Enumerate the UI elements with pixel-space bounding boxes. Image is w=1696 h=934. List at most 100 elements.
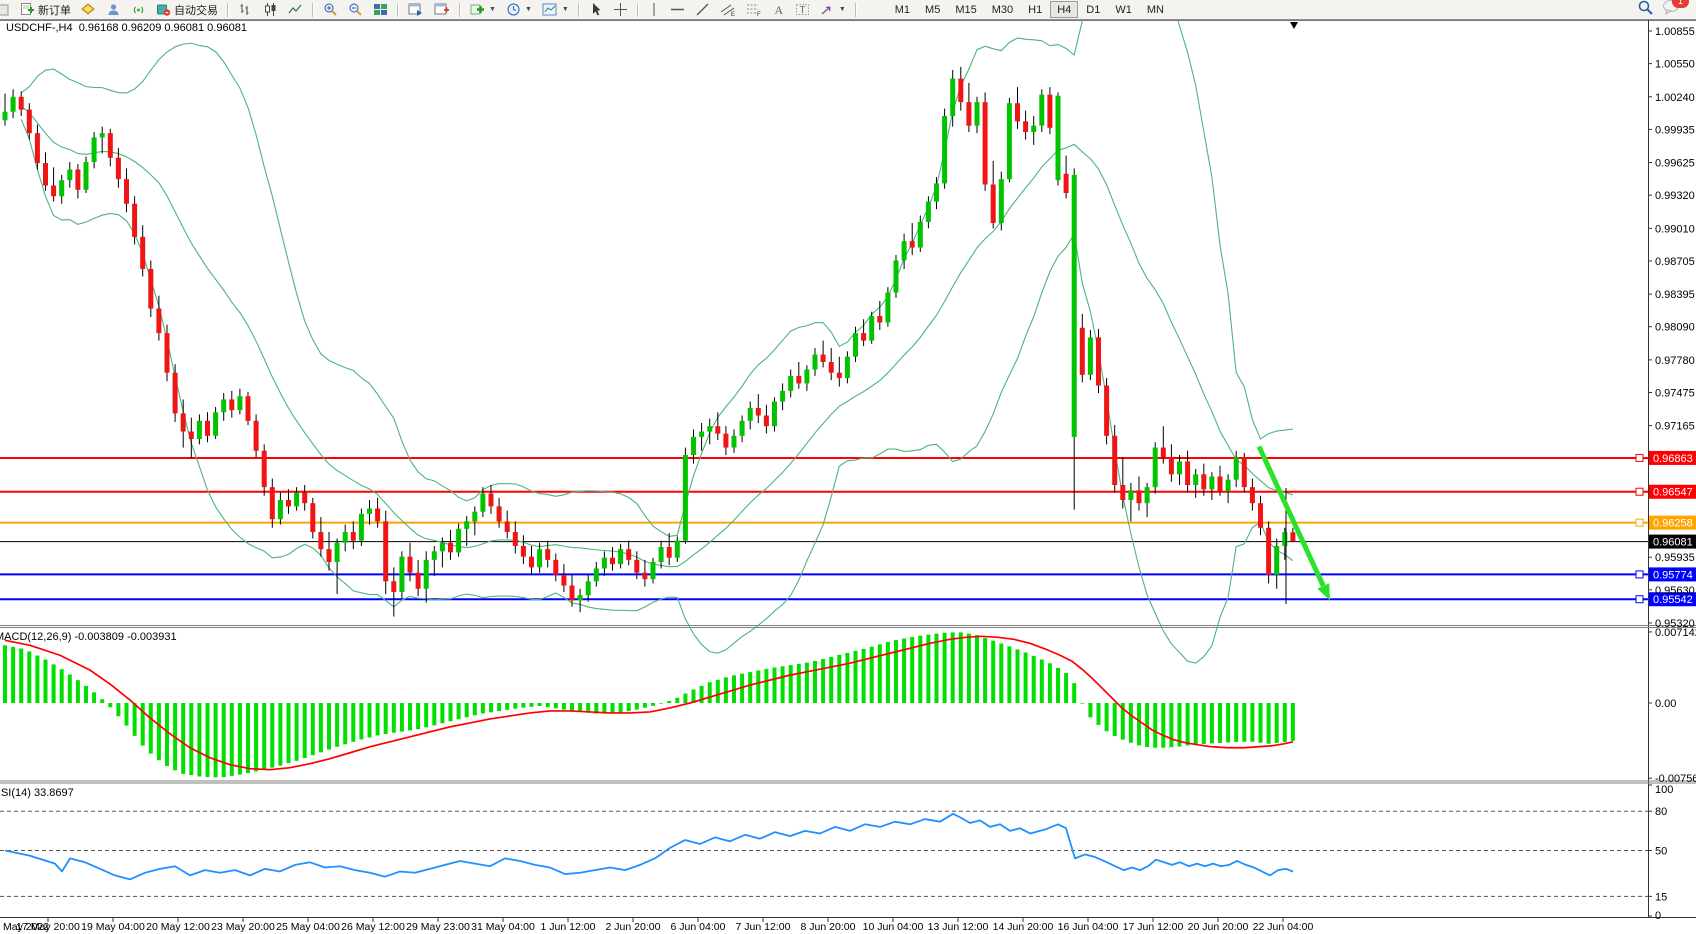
price-label-box [1649,534,1696,549]
line-chart-mode-button[interactable] [284,0,307,19]
text-tool-button[interactable]: A [768,0,789,19]
candle [820,354,826,363]
time-axis-label: 25 May 04:00 [276,921,340,933]
candle [780,390,786,402]
time-axis-label: 31 May 04:00 [471,921,535,933]
candle [34,133,40,164]
new-order-button[interactable]: 新订单 [16,0,75,19]
chart-profiles-button[interactable] [430,0,454,19]
candle [164,333,170,373]
candle [1266,527,1272,575]
trendline-tool-button[interactable] [691,0,714,19]
bar-chart-mode-button[interactable] [234,0,257,19]
timeframe-button-h1[interactable]: H1 [1021,1,1049,18]
zoom-in-button[interactable] [319,0,342,19]
zoom-out-button[interactable] [344,0,367,19]
arrows-tool-button[interactable]: ▼ [816,0,850,19]
time-axis-label: 1 Jun 12:00 [541,921,596,933]
text-label-tool-button[interactable]: T [791,0,814,19]
candle [772,401,777,427]
candlestick-mode-button[interactable] [259,0,282,19]
candle [1120,485,1126,500]
channel-tool-button[interactable]: E [716,0,740,19]
line-drag-marker[interactable] [1635,518,1644,527]
time-axis-label: 20 Jun 20:00 [1188,921,1249,933]
autotrading-icon [157,4,171,16]
dropdown-caret-icon: ▼ [561,6,569,13]
chat-button[interactable]: 1 [1662,0,1689,19]
candle [796,375,802,384]
indicators-button[interactable]: ▼ [466,0,500,19]
line-drag-marker[interactable] [1635,453,1644,462]
candle [1071,174,1077,437]
price-label-text: 0.96547 [1653,487,1693,499]
chart-title: USDCHF-,H4 0.96168 0.96209 0.96081 0.960… [6,22,247,34]
clipped-toolbar-button[interactable] [0,0,14,19]
autotrading-button[interactable]: 自动交易 [152,0,222,19]
timeframe-button-d1[interactable]: D1 [1079,1,1107,18]
line-drag-marker[interactable] [1635,487,1644,496]
candle [561,574,567,586]
new-chart-button[interactable] [404,0,428,19]
candle [788,375,794,391]
deposit-button[interactable] [77,0,100,19]
templates-button[interactable]: ▼ [538,0,573,19]
timeframe-button-w1[interactable]: W1 [1108,1,1139,18]
candle [213,412,219,436]
crosshair-tool-button[interactable] [609,0,632,19]
chart-window[interactable]: 0.96863 0.96547 0.96258 0.95774 0.95542 0.960… [0,20,1696,934]
timeframe-button-m15[interactable]: M15 [948,1,983,18]
timeframe-button-m5[interactable]: M5 [918,1,947,18]
line-drag-marker[interactable] [1635,595,1644,604]
cursor-tool-button[interactable] [585,0,607,19]
candle [1039,94,1045,126]
candle [804,369,810,384]
macd-tick-label: 0.00 [1655,698,1676,710]
rsi-tick-label: 100 [1655,784,1673,796]
time-axis-label: 7 Jun 12:00 [736,921,791,933]
time-axis-label: 26 May 12:00 [341,921,405,933]
candle [1055,95,1061,181]
horizontal-line-tool-button[interactable] [666,0,689,19]
template-chart-icon [542,3,557,16]
timeframe-button-mn[interactable]: MN [1140,1,1171,18]
vertical-line-tool-button[interactable] [644,0,664,19]
signals-button[interactable] [127,0,150,19]
trend-arrow-shaft[interactable] [1256,445,1326,588]
timeframe-button-h4[interactable]: H4 [1050,1,1079,18]
periods-button[interactable]: ▼ [502,0,536,19]
price-label-text: 0.96081 [1653,537,1693,549]
tile-windows-button[interactable] [369,0,392,19]
line-drag-marker[interactable] [1635,570,1644,579]
candle [691,436,696,456]
candle [626,549,632,560]
search-button[interactable] [1637,0,1654,19]
fibonacci-tool-button[interactable]: F [742,0,766,19]
community-button[interactable] [102,0,125,19]
clock-icon [507,3,520,16]
tile-windows-icon [374,4,387,15]
timeframe-button-m1[interactable]: M1 [888,1,917,18]
gold-coin-icon [81,3,95,15]
text-icon: A [774,3,783,17]
candle [277,499,283,520]
price-tick-label: 0.95320 [1655,618,1695,630]
candle [51,185,57,197]
candle [439,542,445,552]
trend-arrow-head[interactable] [1317,583,1330,601]
chart-canvas[interactable]: 0.96863 0.96547 0.96258 0.95774 0.95542 0.960… [0,20,1696,934]
bollinger-lower-band [20,119,1294,664]
toolbar-separator [227,2,229,17]
toolbar-separator [459,2,461,17]
candle [877,316,883,323]
candle [1112,435,1118,486]
price-tick-label: 0.99010 [1655,223,1695,235]
candle [83,162,89,190]
autotrading-label: 自动交易 [174,4,218,17]
candle [1258,503,1263,528]
timeframe-button-m30[interactable]: M30 [985,1,1020,18]
candle [253,420,259,451]
chart-shift-marker[interactable] [1290,22,1298,29]
candle [925,201,931,222]
candle [844,356,850,379]
